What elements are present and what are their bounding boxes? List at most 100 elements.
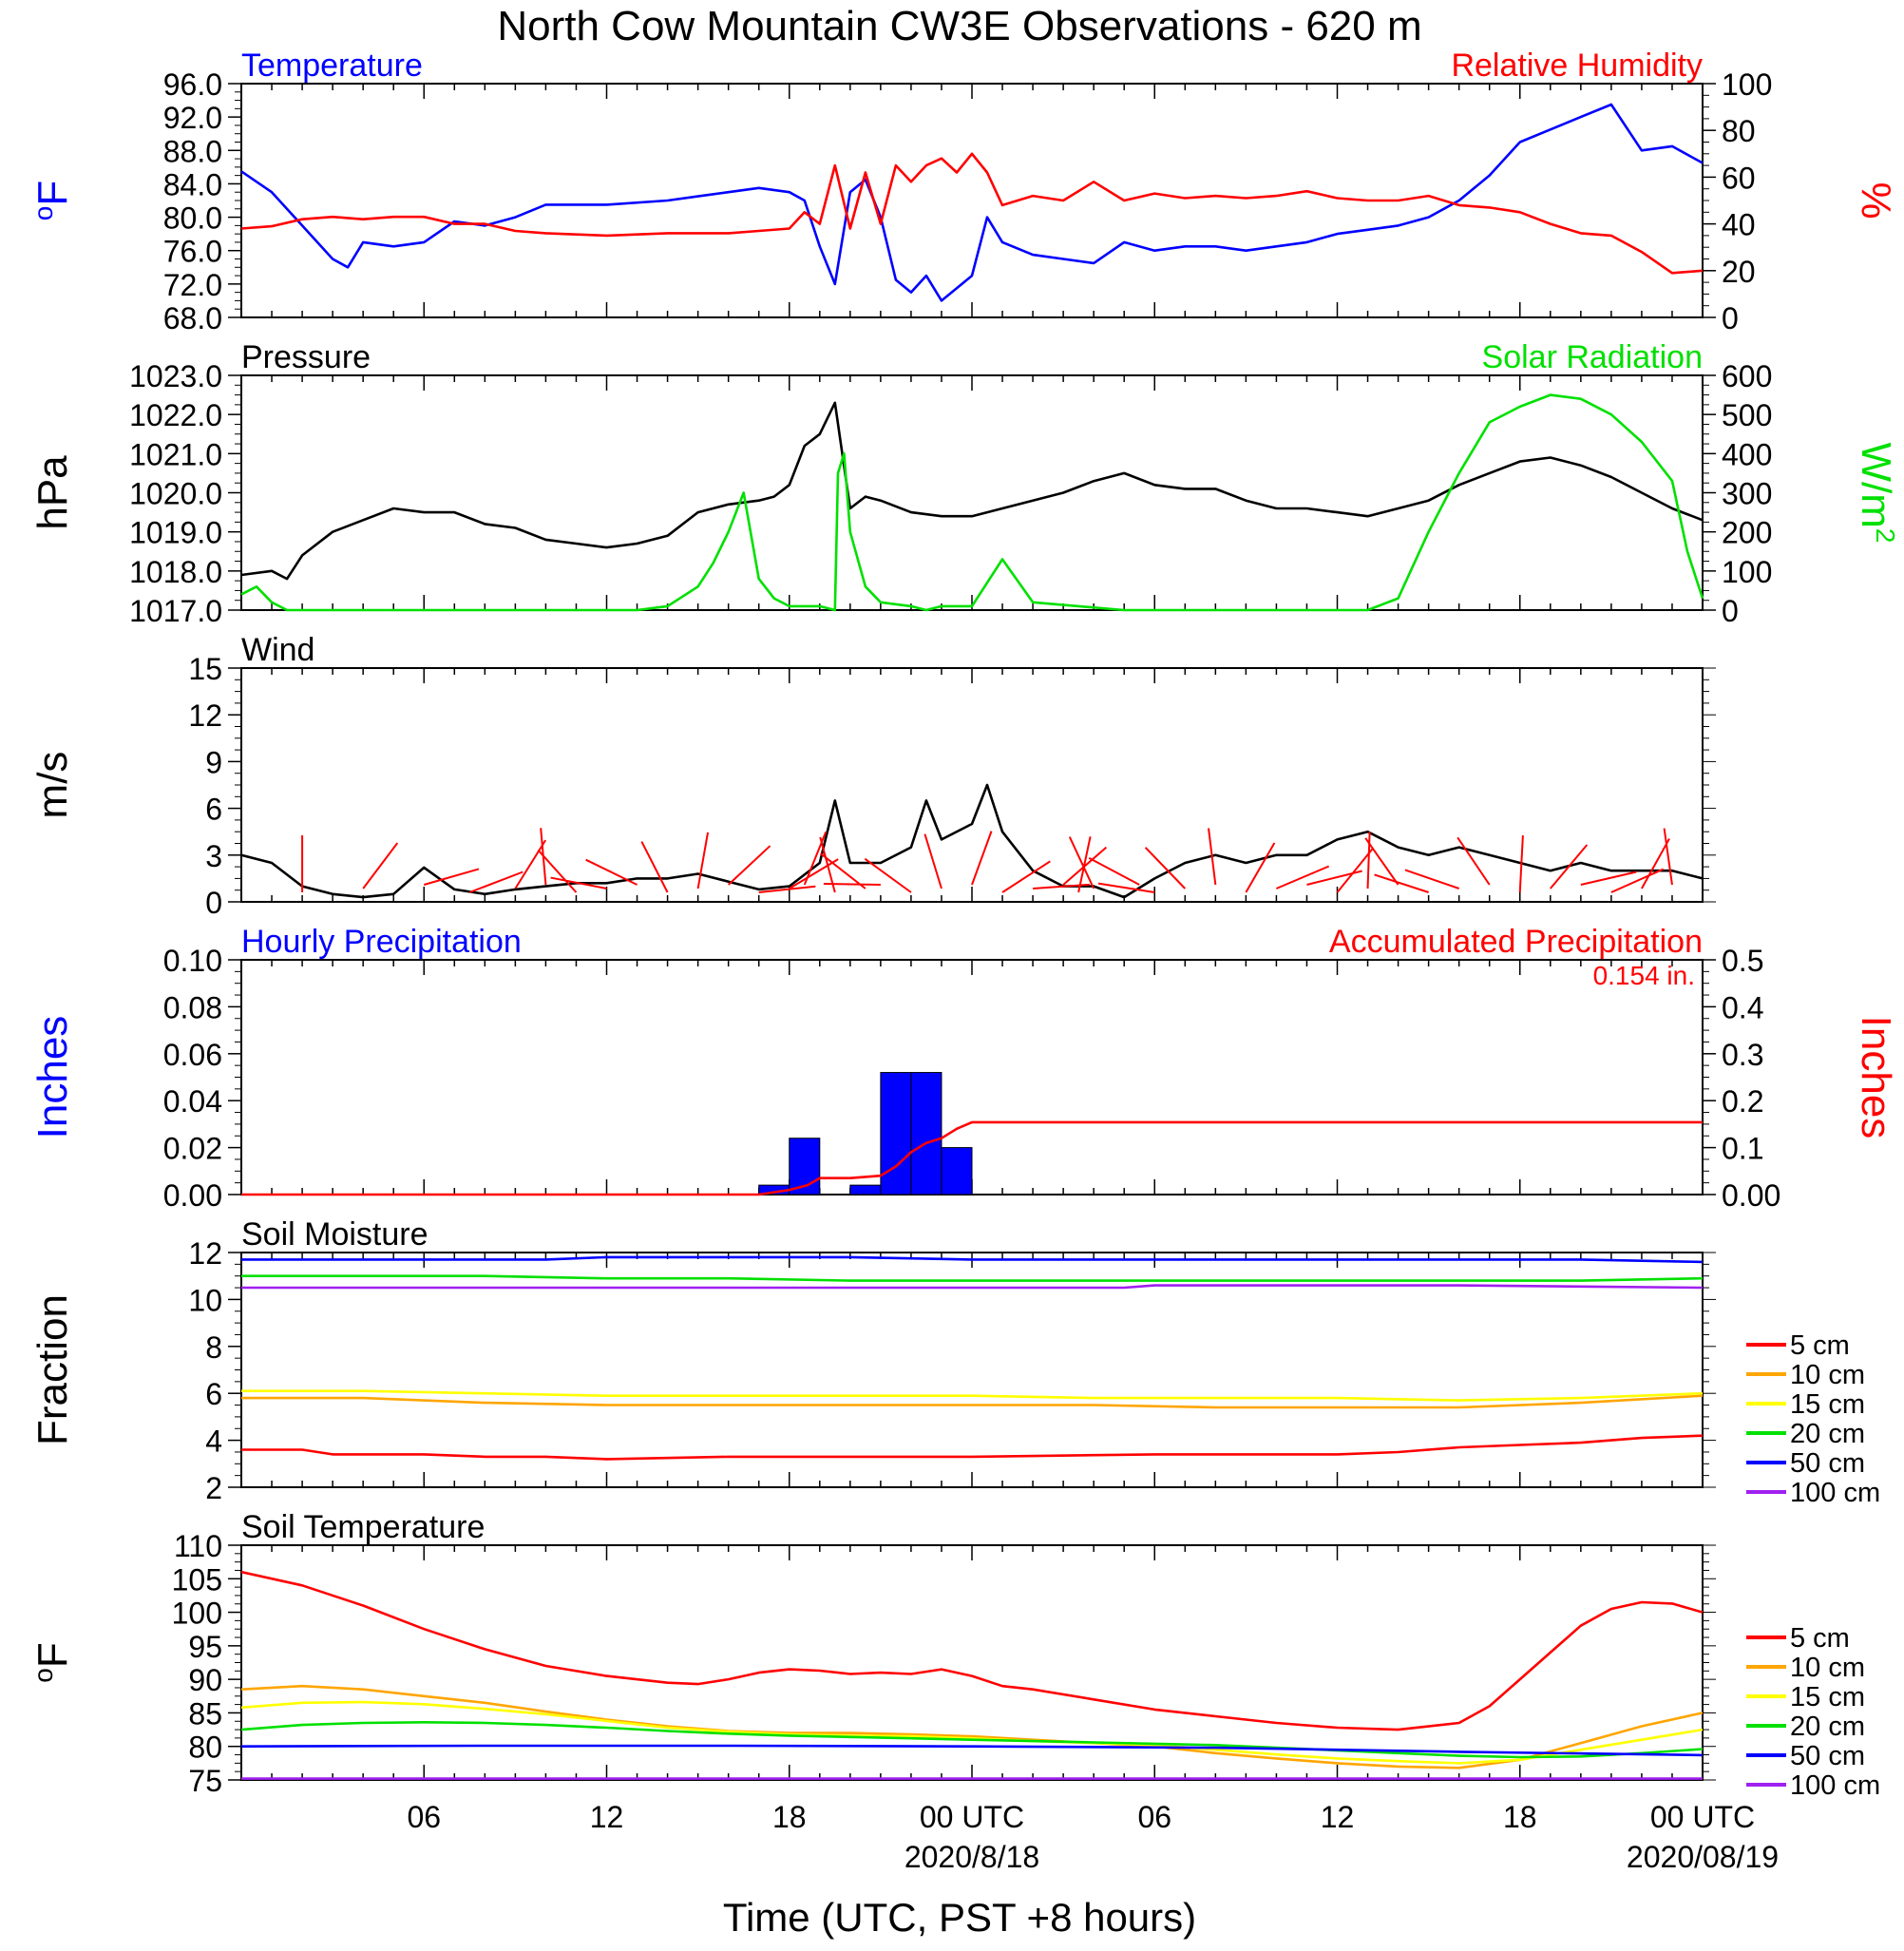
- y-tick-label: 1021.0: [129, 437, 222, 471]
- y-tick-label: 1022.0: [129, 398, 222, 432]
- y-tick-label: 1018.0: [129, 555, 222, 589]
- wind-barb: [537, 849, 578, 893]
- legend-label: 5 cm: [1790, 1330, 1850, 1361]
- panel-title-left: Soil Temperature: [241, 1509, 485, 1545]
- unit-exponent: 2: [1872, 528, 1901, 544]
- y-tick-label: 76.0: [163, 235, 222, 269]
- series-line-10-cm: [240, 1684, 1704, 1769]
- precip-bar: [849, 1184, 882, 1195]
- panel-title-left: Pressure: [241, 339, 371, 375]
- wind-barb: [1068, 836, 1095, 889]
- y-tick-label: 12: [188, 698, 222, 733]
- y-tick-label: 6: [205, 1377, 222, 1411]
- wind-barb: [1144, 847, 1187, 889]
- y-tick-label-right: 300: [1722, 477, 1772, 511]
- y-tick-label-right: 600: [1722, 359, 1772, 393]
- y-tick-label-right: 40: [1722, 208, 1756, 242]
- degree-symbol: o: [29, 206, 58, 221]
- y-axis-label-right: W/m2: [1853, 443, 1901, 544]
- y-tick-label: 1020.0: [129, 477, 222, 511]
- series-line-20-cm: [241, 1274, 1704, 1282]
- y-tick-label: 4: [205, 1425, 222, 1459]
- wind-barb: [1366, 832, 1371, 889]
- y-tick-label: 3: [205, 839, 222, 873]
- y-axis-label: Inches: [29, 1016, 76, 1139]
- x-tick-label: 18: [1503, 1800, 1537, 1834]
- panel-title-left: Wind: [241, 632, 314, 668]
- y-tick-label: 72.0: [163, 268, 222, 302]
- y-axis-label: Fraction: [29, 1294, 76, 1445]
- y-tick-label-right: 0.3: [1722, 1038, 1763, 1072]
- y-tick-label-right: 80: [1722, 114, 1756, 148]
- y-tick-label-right: 20: [1722, 255, 1756, 289]
- wind-barb: [1276, 865, 1330, 889]
- y-tick-label: 0.00: [163, 1178, 222, 1213]
- wind-barb: [1641, 838, 1670, 889]
- wind-barb: [1208, 828, 1217, 886]
- wind-barb: [550, 876, 607, 889]
- panel-2: 1023.0 1022.0 1021.0 1020.0 1019.0 1018.0 1017…: [29, 339, 1901, 628]
- y-tick-label-right: 0.2: [1722, 1084, 1763, 1119]
- panel-3: 15 12 9 6 3 0 Wind m/s: [29, 632, 1716, 920]
- y-tick-label-right: 100: [1722, 67, 1772, 102]
- y-tick-label: 0.02: [163, 1132, 222, 1166]
- y-tick-label: 8: [205, 1330, 222, 1365]
- y-tick-label: 84.0: [163, 167, 222, 201]
- wind-barb: [823, 882, 881, 886]
- wind-barb: [362, 842, 399, 889]
- x-tick-label: 00 UTC: [920, 1800, 1024, 1834]
- y-tick-label: 12: [188, 1236, 222, 1271]
- y-tick-label: 0: [205, 886, 222, 920]
- series-line-50-cm: [240, 1744, 1704, 1757]
- wind-barb: [923, 833, 942, 889]
- wind-barb: [727, 845, 771, 886]
- wind-barb: [1518, 835, 1524, 893]
- y-tick-label: 1023.0: [129, 359, 222, 393]
- wind-barb: [585, 858, 638, 886]
- wind-barb: [468, 870, 524, 893]
- legend-label: 20 cm: [1790, 1419, 1865, 1449]
- legend-label: 5 cm: [1790, 1623, 1850, 1654]
- panel-title-left: Temperature: [241, 48, 423, 84]
- y-tick-label: 68.0: [163, 301, 222, 335]
- y-tick-label: 0.08: [163, 990, 222, 1024]
- y-tick-label-right: 200: [1722, 516, 1772, 550]
- series-line-5-cm: [240, 1570, 1704, 1731]
- y-axis-label-right: Inches: [1853, 1016, 1899, 1139]
- y-tick-label-right: 60: [1722, 161, 1756, 195]
- series-line-100-cm: [241, 1284, 1704, 1290]
- unit-f: F: [29, 181, 76, 206]
- wind-barb: [1336, 847, 1375, 893]
- y-tick-label-right: 0.1: [1722, 1132, 1763, 1166]
- wind-barb: [1245, 842, 1276, 893]
- x-tick-label: 18: [772, 1800, 807, 1834]
- panel-title-left: Hourly Precipitation: [241, 924, 522, 960]
- series-line-wind: [240, 783, 1704, 899]
- x-tick-label: 12: [590, 1800, 624, 1834]
- panel-1: 96.092.088.084.080.076.072.068.0 100 80 60 4…: [29, 48, 1900, 335]
- y-tick-label: 10: [188, 1283, 222, 1317]
- y-tick-label: 0.04: [163, 1084, 222, 1119]
- wind-barb: [514, 839, 547, 889]
- y-tick-label-right: 0: [1722, 594, 1739, 628]
- legend-label: 10 cm: [1790, 1653, 1865, 1683]
- series-line-pressure: [240, 401, 1704, 581]
- wind-barb: [1088, 856, 1140, 886]
- y-tick-label: 9: [205, 745, 222, 779]
- series-line-10-cm: [241, 1394, 1704, 1409]
- y-tick-label-right: 500: [1722, 398, 1772, 432]
- panel-title-left: Soil Moisture: [241, 1216, 428, 1253]
- series-line-accumulated-precipitation: [241, 1120, 1703, 1196]
- y-tick-label: 110: [174, 1529, 222, 1563]
- y-tick-label: 92.0: [163, 101, 222, 135]
- y-tick-label: 2: [205, 1471, 222, 1505]
- legend-label: 100 cm: [1790, 1770, 1880, 1801]
- y-tick-label: 95: [188, 1630, 222, 1664]
- precip-bar: [910, 1072, 942, 1195]
- date-label: 2020/08/19: [1627, 1840, 1779, 1874]
- series-line-15-cm: [241, 1389, 1704, 1402]
- y-tick-label-right: 0: [1722, 301, 1739, 335]
- y-tick-label: 0.10: [163, 944, 222, 978]
